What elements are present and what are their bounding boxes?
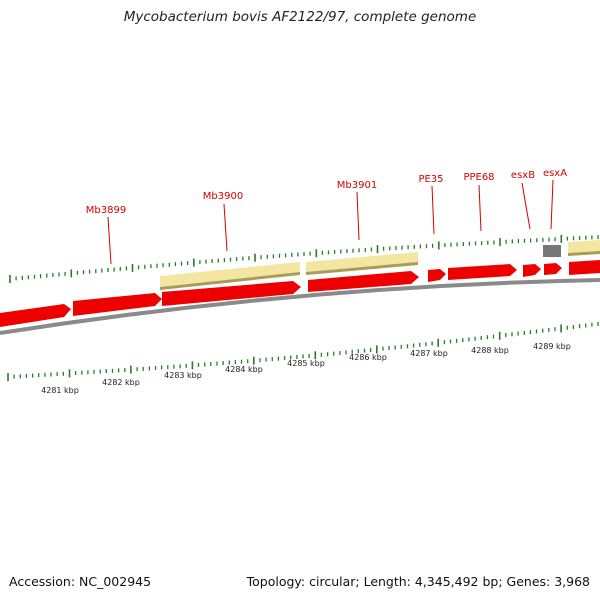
axis-tick-label: 4283 kbp	[164, 371, 202, 380]
axis-tick-label: 4288 kbp	[471, 346, 509, 355]
gene-label-esxa: esxA	[543, 168, 567, 179]
axis-tick-label: 4286 kbp	[349, 353, 387, 362]
feature-bar	[160, 262, 300, 287]
axis-tick-labels: 4281 kbp 4282 kbp 4283 kbp 4284 kbp 4285…	[41, 342, 571, 395]
gene-label-leader	[107, 216, 112, 265]
gene-label-esxb: esxB	[511, 170, 535, 181]
gene-label-leader	[431, 185, 435, 235]
accession-text: Accession: NC_002945	[9, 574, 152, 589]
gene-label-mb3900: Mb3900	[203, 191, 243, 202]
axis-tick-label: 4284 kbp	[225, 365, 263, 374]
gene-arrow	[162, 281, 301, 306]
gene-label-pe35: PE35	[418, 174, 443, 185]
gene-label-leader	[550, 179, 554, 230]
gene-arrow	[308, 271, 419, 292]
gene-label-leader	[521, 182, 531, 230]
gene-label-leader	[478, 184, 482, 232]
gene-label-ppe68: PPE68	[463, 172, 494, 183]
genome-backbone	[0, 278, 600, 335]
feature-bar	[306, 252, 418, 272]
gene-label-mb3899: Mb3899	[86, 205, 126, 216]
gene-labels: Mb3899 Mb3900 Mb3901 PE35 PPE68 esxB esx…	[86, 168, 567, 265]
gene-arrow	[569, 260, 600, 275]
feature-bar-shadow	[306, 262, 418, 275]
feature-bar-shadow	[568, 251, 600, 256]
genome-summary-text: Topology: circular; Length: 4,345,492 bp…	[246, 574, 590, 589]
gene-arrow	[0, 304, 71, 327]
axis-tick-label: 4282 kbp	[102, 378, 140, 387]
map-title: Mycobacterium bovis AF2122/97, complete …	[123, 9, 477, 25]
gene-arrow	[428, 269, 446, 282]
feature-bar	[568, 240, 600, 253]
gene-label-leader	[356, 191, 360, 241]
feature-bars	[160, 240, 600, 290]
axis-tick-label: 4281 kbp	[41, 386, 79, 395]
feature-bar-shadow	[160, 272, 300, 290]
inner-tick-track	[7, 322, 599, 381]
gray-feature	[543, 245, 561, 257]
gene-label-leader	[223, 203, 228, 252]
axis-tick-label: 4285 kbp	[287, 359, 325, 368]
gene-arrow	[523, 264, 541, 277]
axis-tick-label: 4289 kbp	[533, 342, 571, 351]
gene-arrows	[0, 260, 600, 327]
gene-arrow	[448, 264, 517, 280]
axis-tick-label: 4287 kbp	[410, 349, 448, 358]
outer-tick-track	[9, 234, 599, 283]
gene-arrow	[73, 293, 162, 316]
gene-arrow	[544, 263, 562, 275]
gene-label-mb3901: Mb3901	[337, 180, 377, 191]
